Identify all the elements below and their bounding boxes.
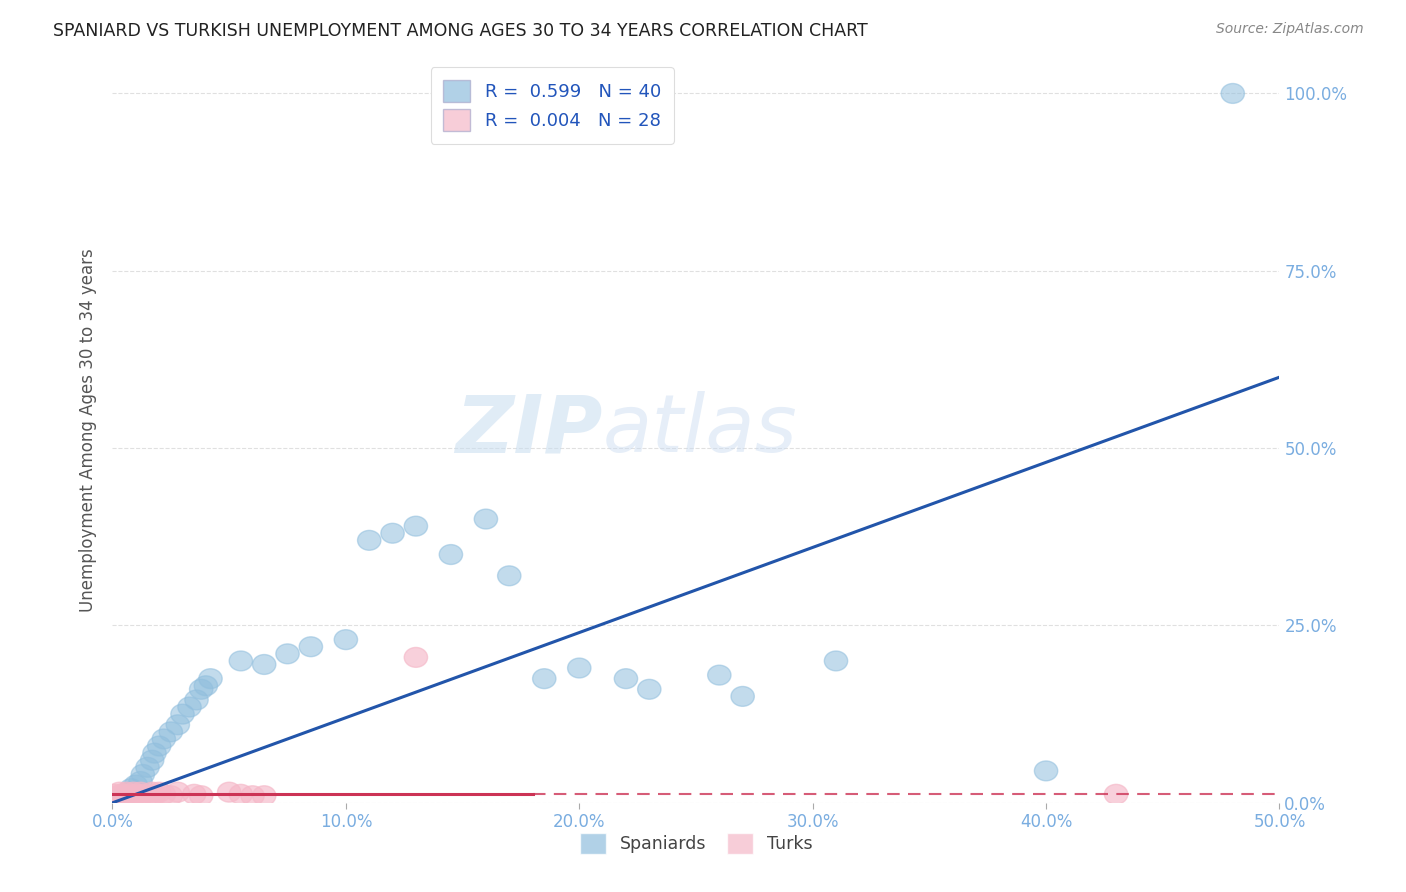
- Text: SPANIARD VS TURKISH UNEMPLOYMENT AMONG AGES 30 TO 34 YEARS CORRELATION CHART: SPANIARD VS TURKISH UNEMPLOYMENT AMONG A…: [53, 22, 868, 40]
- Ellipse shape: [533, 669, 555, 689]
- Ellipse shape: [824, 651, 848, 671]
- Ellipse shape: [1222, 84, 1244, 103]
- Ellipse shape: [131, 784, 155, 805]
- Ellipse shape: [131, 764, 155, 784]
- Ellipse shape: [136, 757, 159, 777]
- Ellipse shape: [159, 786, 183, 805]
- Text: ZIP: ZIP: [456, 392, 603, 469]
- Ellipse shape: [148, 736, 172, 756]
- Ellipse shape: [229, 651, 253, 671]
- Ellipse shape: [122, 782, 145, 802]
- Ellipse shape: [190, 680, 212, 699]
- Ellipse shape: [112, 786, 136, 805]
- Ellipse shape: [166, 782, 190, 802]
- Ellipse shape: [177, 698, 201, 717]
- Y-axis label: Unemployment Among Ages 30 to 34 years: Unemployment Among Ages 30 to 34 years: [79, 249, 97, 612]
- Ellipse shape: [276, 644, 299, 664]
- Ellipse shape: [439, 545, 463, 565]
- Ellipse shape: [148, 782, 172, 802]
- Ellipse shape: [198, 669, 222, 689]
- Ellipse shape: [152, 729, 176, 749]
- Ellipse shape: [405, 516, 427, 536]
- Ellipse shape: [124, 775, 148, 795]
- Ellipse shape: [159, 722, 183, 742]
- Ellipse shape: [120, 779, 143, 798]
- Ellipse shape: [568, 658, 591, 678]
- Ellipse shape: [184, 690, 208, 710]
- Ellipse shape: [381, 524, 405, 543]
- Ellipse shape: [190, 786, 212, 805]
- Ellipse shape: [229, 784, 253, 805]
- Ellipse shape: [474, 509, 498, 529]
- Ellipse shape: [127, 786, 150, 805]
- Ellipse shape: [183, 784, 205, 805]
- Ellipse shape: [194, 676, 218, 696]
- Ellipse shape: [1035, 761, 1057, 780]
- Ellipse shape: [108, 789, 131, 809]
- Ellipse shape: [108, 782, 131, 802]
- Ellipse shape: [143, 743, 166, 763]
- Ellipse shape: [166, 714, 190, 735]
- Ellipse shape: [498, 566, 520, 586]
- Ellipse shape: [124, 784, 148, 805]
- Ellipse shape: [117, 782, 141, 802]
- Ellipse shape: [335, 630, 357, 649]
- Ellipse shape: [103, 784, 127, 805]
- Ellipse shape: [218, 782, 240, 802]
- Ellipse shape: [172, 704, 194, 724]
- Ellipse shape: [115, 782, 138, 802]
- Ellipse shape: [129, 782, 152, 802]
- Ellipse shape: [707, 665, 731, 685]
- Ellipse shape: [105, 786, 129, 805]
- Ellipse shape: [357, 531, 381, 550]
- Ellipse shape: [152, 784, 176, 805]
- Text: atlas: atlas: [603, 392, 797, 469]
- Ellipse shape: [253, 655, 276, 674]
- Ellipse shape: [614, 669, 638, 689]
- Ellipse shape: [638, 680, 661, 699]
- Ellipse shape: [240, 786, 264, 805]
- Ellipse shape: [117, 784, 141, 805]
- Ellipse shape: [253, 786, 276, 805]
- Ellipse shape: [143, 784, 166, 805]
- Ellipse shape: [141, 782, 165, 802]
- Ellipse shape: [299, 637, 322, 657]
- Ellipse shape: [120, 786, 143, 805]
- Ellipse shape: [405, 648, 427, 667]
- Ellipse shape: [129, 772, 152, 791]
- Ellipse shape: [136, 786, 159, 805]
- Legend: Spaniards, Turks: Spaniards, Turks: [572, 826, 820, 861]
- Ellipse shape: [141, 750, 165, 770]
- Text: Source: ZipAtlas.com: Source: ZipAtlas.com: [1216, 22, 1364, 37]
- Ellipse shape: [112, 786, 136, 805]
- Ellipse shape: [1105, 784, 1128, 805]
- Ellipse shape: [731, 687, 755, 706]
- Ellipse shape: [110, 784, 134, 805]
